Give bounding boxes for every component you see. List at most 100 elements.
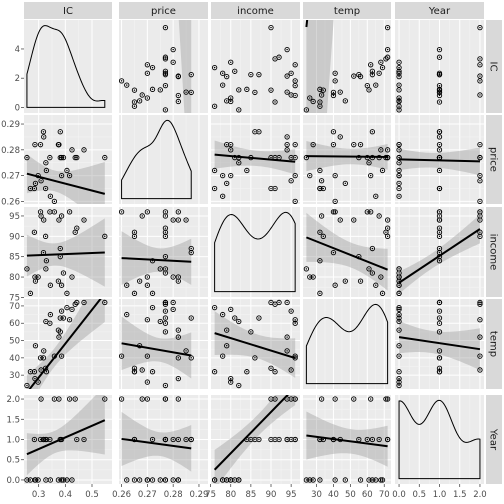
regression-line <box>398 336 481 351</box>
x-tick-label: 0.4 <box>59 490 73 500</box>
data-point <box>351 217 357 223</box>
data-point-center <box>438 301 441 304</box>
strip-top-temp <box>303 2 391 19</box>
data-point <box>51 198 58 204</box>
data-point-center <box>172 219 174 221</box>
data-point-center <box>83 438 85 441</box>
data-point-center <box>438 322 441 324</box>
data-point <box>396 266 402 272</box>
data-point-center <box>164 322 167 324</box>
data-point-center <box>322 235 325 238</box>
data-point-center <box>43 350 45 352</box>
data-point-center <box>294 156 296 159</box>
data-point-center <box>120 80 123 82</box>
data-point <box>373 477 379 483</box>
data-point-center <box>378 156 380 159</box>
panel-content <box>24 129 108 204</box>
data-point <box>396 304 402 311</box>
data-point <box>318 396 325 402</box>
data-point <box>220 353 226 359</box>
data-point <box>337 89 343 95</box>
data-point <box>38 367 44 373</box>
data-point <box>288 178 294 184</box>
data-point <box>332 78 338 84</box>
data-point <box>317 290 323 296</box>
panel-price-vs-price <box>119 115 208 204</box>
data-point-center <box>39 438 42 441</box>
data-point <box>149 369 156 375</box>
data-point <box>220 193 226 199</box>
data-point-center <box>286 149 288 151</box>
data-point <box>56 142 62 148</box>
confidence-band <box>26 395 105 476</box>
data-point <box>162 24 169 31</box>
data-point <box>162 477 169 483</box>
data-point <box>131 99 138 105</box>
data-point <box>396 59 402 65</box>
data-point-center <box>320 215 323 217</box>
data-point <box>396 95 402 101</box>
data-point <box>436 233 443 239</box>
data-point <box>369 72 376 78</box>
data-point-center <box>133 479 136 481</box>
data-point-center <box>274 303 276 305</box>
data-point <box>60 477 67 483</box>
data-point-center <box>164 310 167 312</box>
data-point <box>131 477 138 483</box>
data-point <box>332 477 338 483</box>
data-point-center <box>380 149 382 151</box>
data-point-center <box>62 479 65 481</box>
data-point-center <box>42 251 45 254</box>
data-point-center <box>37 479 39 481</box>
data-point <box>57 129 63 135</box>
data-point-center <box>294 200 296 203</box>
data-point <box>317 99 323 105</box>
data-point <box>318 92 325 98</box>
data-point <box>60 270 67 276</box>
data-point <box>149 436 156 443</box>
data-point-center <box>398 377 400 380</box>
data-point <box>32 142 38 148</box>
data-point-center <box>42 131 45 133</box>
density-curve-ic <box>26 25 106 108</box>
strip-top-price <box>119 2 208 19</box>
data-point-center <box>33 438 36 441</box>
data-point-center <box>246 438 248 441</box>
data-point <box>170 46 176 53</box>
data-point-center <box>270 187 272 190</box>
data-point <box>384 217 391 223</box>
data-point <box>47 311 54 318</box>
data-point <box>288 367 294 373</box>
density-curve-income <box>214 211 296 293</box>
data-point-center <box>26 268 28 270</box>
data-point-center <box>76 438 78 441</box>
data-point-center <box>177 329 180 331</box>
data-point-center <box>234 479 236 481</box>
data-point <box>332 282 338 288</box>
data-point-center <box>438 131 441 133</box>
data-point-center <box>45 162 47 164</box>
data-point <box>162 107 169 113</box>
data-point <box>211 64 218 71</box>
data-point <box>330 89 337 96</box>
data-point-center <box>286 301 288 304</box>
data-point-center <box>438 235 441 238</box>
data-point-center <box>359 143 362 146</box>
data-point-center <box>479 231 481 233</box>
data-point-center <box>371 438 374 441</box>
data-point-center <box>185 350 187 352</box>
data-point-center <box>151 306 154 309</box>
data-point-center <box>49 211 51 213</box>
data-point <box>162 396 169 402</box>
data-point-center <box>45 479 47 481</box>
data-point-center <box>133 292 136 295</box>
data-point <box>38 396 44 402</box>
data-point-center <box>274 58 276 60</box>
data-point <box>317 436 323 443</box>
data-point-center <box>164 317 167 319</box>
data-point-center <box>319 438 321 441</box>
data-point <box>284 134 290 140</box>
panel-ic-vs-income <box>211 20 300 113</box>
data-point <box>144 317 151 323</box>
